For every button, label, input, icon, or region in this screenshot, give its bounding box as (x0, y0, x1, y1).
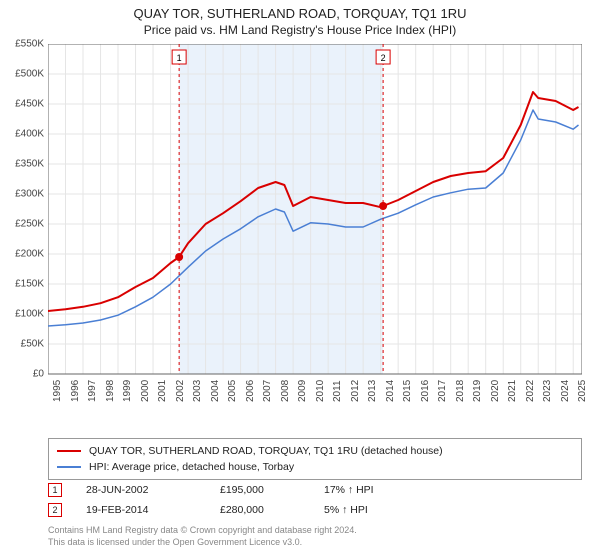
legend-swatch (57, 450, 81, 452)
x-tick-label: 1998 (105, 380, 116, 402)
chart-title: QUAY TOR, SUTHERLAND ROAD, TORQUAY, TQ1 … (0, 0, 600, 21)
x-tick-label: 2009 (297, 380, 308, 402)
y-tick-label: £400K (4, 129, 44, 140)
transaction-row: 1 28-JUN-2002 £195,000 17% ↑ HPI (48, 480, 582, 500)
x-tick-label: 2001 (157, 380, 168, 402)
x-tick-label: 2006 (245, 380, 256, 402)
chart-svg: 12 (48, 44, 582, 404)
x-tick-label: 2013 (367, 380, 378, 402)
x-tick-label: 2023 (542, 380, 553, 402)
chart-area: 12 (48, 44, 582, 404)
transaction-date: 19-FEB-2014 (86, 504, 196, 516)
x-tick-label: 1996 (70, 380, 81, 402)
x-tick-label: 2007 (262, 380, 273, 402)
svg-text:2: 2 (381, 53, 386, 63)
legend-row: HPI: Average price, detached house, Torb… (57, 459, 573, 475)
transaction-row: 2 19-FEB-2014 £280,000 5% ↑ HPI (48, 500, 582, 520)
transaction-marker: 2 (48, 503, 62, 517)
y-tick-label: £550K (4, 39, 44, 50)
legend-swatch (57, 466, 81, 468)
transaction-delta: 17% ↑ HPI (324, 484, 424, 496)
x-tick-label: 2011 (332, 380, 343, 402)
x-tick-label: 2014 (385, 380, 396, 402)
legend-label: HPI: Average price, detached house, Torb… (89, 459, 294, 475)
y-tick-label: £500K (4, 69, 44, 80)
y-tick-label: £100K (4, 309, 44, 320)
transaction-price: £280,000 (220, 504, 300, 516)
x-tick-label: 2020 (490, 380, 501, 402)
x-tick-label: 2021 (507, 380, 518, 402)
footnote-line: This data is licensed under the Open Gov… (48, 536, 582, 548)
x-tick-label: 1999 (122, 380, 133, 402)
transaction-marker: 1 (48, 483, 62, 497)
svg-text:1: 1 (177, 53, 182, 63)
x-tick-label: 2016 (420, 380, 431, 402)
x-tick-label: 2012 (350, 380, 361, 402)
x-tick-label: 1995 (52, 380, 63, 402)
transactions-table: 1 28-JUN-2002 £195,000 17% ↑ HPI 2 19-FEB-201… (48, 480, 582, 520)
x-tick-label: 2005 (227, 380, 238, 402)
y-tick-label: £50K (4, 339, 44, 350)
x-tick-label: 2002 (175, 380, 186, 402)
transaction-date: 28-JUN-2002 (86, 484, 196, 496)
y-tick-label: £150K (4, 279, 44, 290)
x-tick-label: 2010 (315, 380, 326, 402)
chart-subtitle: Price paid vs. HM Land Registry's House … (0, 21, 600, 41)
y-tick-label: £200K (4, 249, 44, 260)
legend: QUAY TOR, SUTHERLAND ROAD, TORQUAY, TQ1 … (48, 438, 582, 480)
x-tick-label: 2008 (280, 380, 291, 402)
y-tick-label: £450K (4, 99, 44, 110)
footnote-line: Contains HM Land Registry data © Crown c… (48, 524, 582, 536)
y-tick-label: £250K (4, 219, 44, 230)
x-tick-label: 2004 (210, 380, 221, 402)
transaction-delta: 5% ↑ HPI (324, 504, 424, 516)
transaction-price: £195,000 (220, 484, 300, 496)
x-tick-label: 2018 (455, 380, 466, 402)
x-tick-label: 2017 (437, 380, 448, 402)
x-tick-label: 1997 (87, 380, 98, 402)
x-tick-label: 2003 (192, 380, 203, 402)
x-tick-label: 2022 (525, 380, 536, 402)
y-tick-label: £350K (4, 159, 44, 170)
x-tick-label: 2024 (560, 380, 571, 402)
legend-row: QUAY TOR, SUTHERLAND ROAD, TORQUAY, TQ1 … (57, 443, 573, 459)
x-tick-label: 2019 (472, 380, 483, 402)
y-tick-label: £300K (4, 189, 44, 200)
x-tick-label: 2025 (577, 380, 588, 402)
legend-label: QUAY TOR, SUTHERLAND ROAD, TORQUAY, TQ1 … (89, 443, 443, 459)
x-tick-label: 2015 (402, 380, 413, 402)
y-tick-label: £0 (4, 369, 44, 380)
chart-container: QUAY TOR, SUTHERLAND ROAD, TORQUAY, TQ1 … (0, 0, 600, 560)
footnote: Contains HM Land Registry data © Crown c… (48, 524, 582, 548)
x-tick-label: 2000 (140, 380, 151, 402)
